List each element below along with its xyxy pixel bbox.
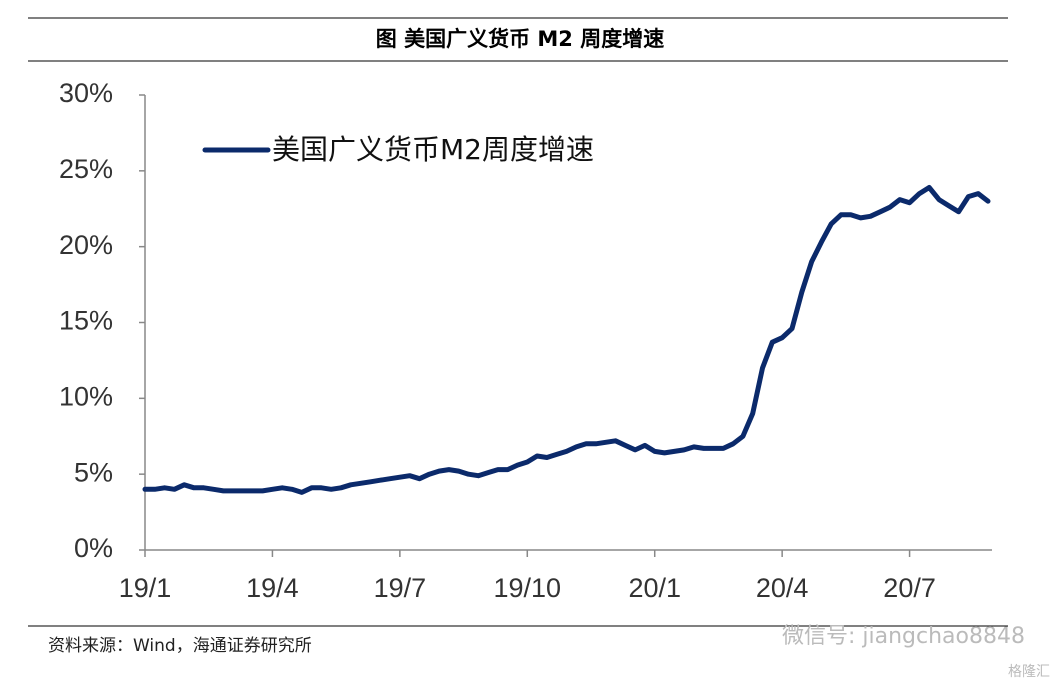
y-tick-label: 5% [74, 457, 113, 487]
source: 资料来源：Wind，海通证券研究所 [48, 636, 312, 656]
y-tick-label: 0% [74, 533, 113, 563]
watermark: 微信号: jiangchao8848 [782, 624, 1025, 649]
x-tick-label: 19/1 [119, 573, 172, 603]
legend-label: 美国广义货币M2周度增速 [272, 133, 594, 166]
line-series [142, 185, 991, 495]
logo: 格隆汇 [1008, 664, 1050, 680]
title: 图 美国广义货币 M2 周度增速 [376, 27, 664, 51]
y-tick-label: 15% [59, 306, 113, 336]
y-tick-label: 30% [59, 78, 113, 108]
x-tick-label: 19/4 [246, 573, 299, 603]
x-tick-label: 20/7 [883, 573, 936, 603]
y-tick-label: 20% [59, 230, 113, 260]
y-tick-label: 25% [59, 154, 113, 184]
x-tick-label: 19/10 [494, 573, 562, 603]
y-tick-label: 10% [59, 381, 113, 411]
x-tick-label: 20/4 [756, 573, 809, 603]
x-tick-label: 19/7 [374, 573, 427, 603]
x-tick-label: 20/1 [628, 573, 681, 603]
